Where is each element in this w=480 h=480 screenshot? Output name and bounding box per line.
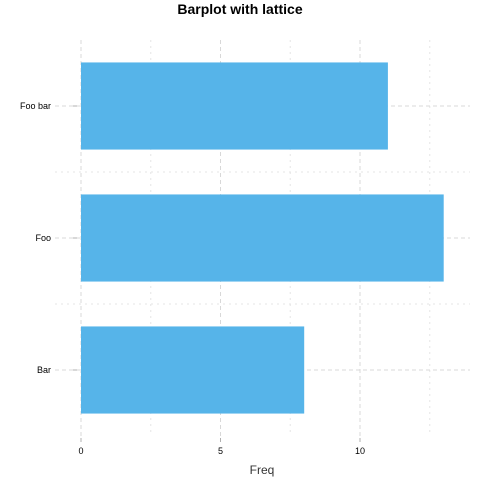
bar-bar bbox=[81, 326, 305, 414]
chart-title: Barplot with lattice bbox=[177, 1, 302, 17]
x-tick-label-1: 5 bbox=[218, 446, 223, 456]
x-tick-label-2: 10 bbox=[355, 446, 365, 456]
bar-foo-bar bbox=[81, 62, 388, 150]
y-tick-label-1: Foo bbox=[35, 233, 51, 243]
y-tick-label-0: Bar bbox=[37, 365, 51, 375]
bar-layer bbox=[81, 62, 444, 414]
x-tick-label-0: 0 bbox=[78, 446, 83, 456]
y-axis-ticks: Bar Foo Foo bar bbox=[20, 101, 77, 375]
y-tick-label-2: Foo bar bbox=[20, 101, 51, 111]
x-axis-label: Freq bbox=[250, 463, 275, 477]
bar-foo bbox=[81, 194, 444, 282]
x-axis-ticks: 0 5 10 bbox=[78, 438, 365, 456]
